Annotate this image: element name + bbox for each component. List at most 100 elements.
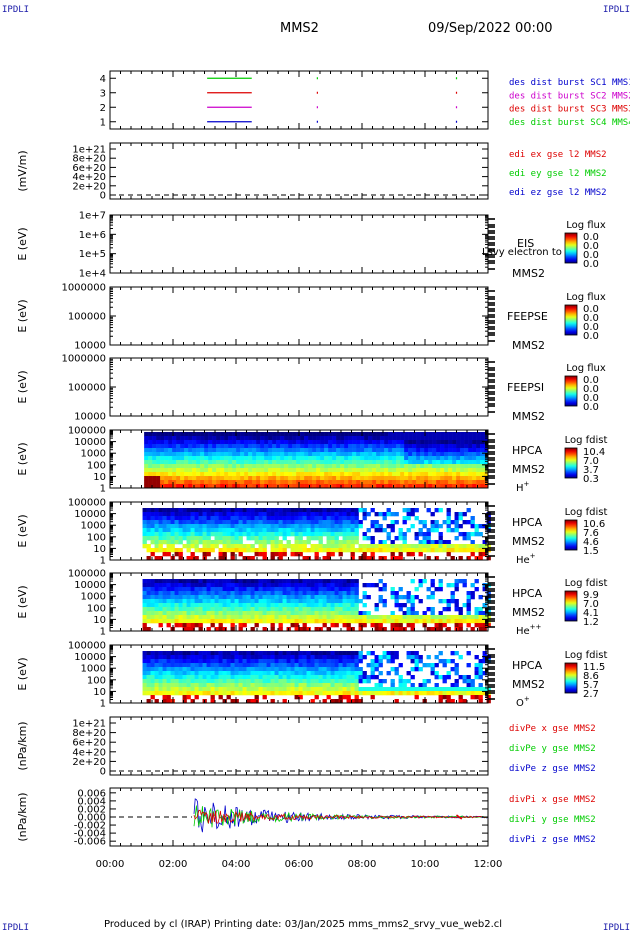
spectrogram-cell [218, 516, 223, 521]
spectrogram-cell [222, 524, 227, 529]
spectrogram-cell [166, 548, 171, 553]
y-tick-label: 1e+21 [72, 145, 106, 156]
spectrogram-cell [250, 516, 255, 521]
spectrogram-cell [394, 623, 399, 628]
spectrogram-cell [414, 655, 419, 660]
spectrogram-cell [158, 548, 163, 553]
spectrogram-cell [218, 603, 223, 608]
spectrogram-cell [412, 448, 417, 453]
spectrogram-cell [482, 687, 487, 692]
spectrogram-cell [330, 671, 335, 676]
spectrogram-cell [170, 512, 175, 517]
spectrogram-cell [430, 544, 435, 549]
spectrogram-cell [204, 436, 209, 441]
spectrogram-cell [472, 452, 477, 457]
spectrogram-cell [154, 524, 159, 529]
spectrogram-cell [448, 460, 453, 465]
spectrogram-cell [274, 659, 279, 664]
spectrogram-cell [162, 655, 167, 660]
panel-eis [109, 214, 578, 274]
spectrogram-cell [156, 436, 161, 441]
spectrogram-cell [296, 464, 301, 469]
spectrogram-cell [336, 432, 341, 437]
spectrogram-cell [370, 544, 375, 549]
legend-entry: edi ey gse l2 MMS2 [509, 169, 607, 179]
spectrogram-cell [242, 548, 247, 553]
spectrogram-cell [250, 508, 255, 513]
spectrogram-cell [298, 552, 303, 557]
spectrogram-cell [254, 516, 259, 521]
spectrogram-cell [222, 528, 227, 533]
spectrogram-cell [326, 599, 331, 604]
spectrogram-cell [348, 440, 353, 445]
spectrogram-cell [446, 659, 451, 664]
spectrogram-cell [428, 476, 433, 481]
spectrogram-cell [224, 436, 229, 441]
spectrogram-cell [146, 607, 151, 612]
spectrogram-cell [204, 464, 209, 469]
spectrogram-cell [194, 532, 199, 537]
spectrogram-cell [182, 583, 187, 588]
spectrogram-cell [160, 444, 165, 449]
spectrogram-cell [196, 484, 201, 489]
spectrogram-cell [372, 484, 377, 489]
spectrogram-cell [266, 659, 271, 664]
spectrogram-cell [252, 440, 257, 445]
spectrogram-cell [480, 476, 485, 481]
colorbar-tick-label: 1.2 [583, 617, 599, 628]
spectrogram-cell [244, 464, 249, 469]
spectrogram-cell [326, 627, 331, 632]
spectrogram-cell [394, 615, 399, 620]
spectrogram-cell [238, 611, 243, 616]
spectrogram-cell [294, 691, 299, 696]
spectrogram-cell [462, 699, 467, 704]
spectrogram-cell [436, 448, 441, 453]
spectrogram-cell [210, 619, 215, 624]
spectrogram-cell [458, 675, 463, 680]
spectrogram-cell [146, 512, 151, 517]
spectrogram-cell [314, 603, 319, 608]
spectrogram-cell [194, 651, 199, 656]
spectrogram-cell [212, 448, 217, 453]
spectrogram-cell [178, 675, 183, 680]
spectrogram-cell [350, 675, 355, 680]
spectrogram-cell [268, 464, 273, 469]
spectrogram-cell [228, 452, 233, 457]
spectrogram-cell [310, 599, 315, 604]
spectrogram-cell [250, 651, 255, 656]
spectrogram-cell [230, 544, 235, 549]
spectrogram-cell [146, 683, 151, 688]
spectrogram-cell [198, 524, 203, 529]
spectrogram-cell [434, 544, 439, 549]
panel-hpca_h [109, 429, 578, 489]
spectrogram-cell [298, 627, 303, 632]
spectrogram-cell [220, 476, 225, 481]
spectrogram-cell [380, 444, 385, 449]
spectrogram-cell [196, 436, 201, 441]
y-tick-label: 2e+20 [72, 757, 106, 768]
spectrogram-cell [238, 520, 243, 525]
spectrogram-cell [308, 444, 313, 449]
spectrogram-cell [392, 444, 397, 449]
spectrogram-cell [226, 591, 231, 596]
spectrogram-cell [380, 456, 385, 461]
spectrogram-cell [162, 508, 167, 513]
spectrogram-cell [350, 663, 355, 668]
spectrogram-cell [166, 683, 171, 688]
spectrogram-cell [198, 532, 203, 537]
spectrogram-cell [398, 603, 403, 608]
spectrogram-cell [436, 476, 441, 481]
spectrogram-cell [324, 472, 329, 477]
spectrogram-cell [270, 627, 275, 632]
spectrogram-cell [206, 671, 211, 676]
spectrogram-cell [456, 440, 461, 445]
spectrogram-cell [468, 464, 473, 469]
spectrogram-cell [210, 651, 215, 656]
spectrogram-cell [330, 623, 335, 628]
spectrogram-cell [174, 679, 179, 684]
spacecraft-label: MMS2 [512, 339, 545, 352]
spectrogram-cell [298, 548, 303, 553]
spectrogram-cell [306, 508, 311, 513]
spectrogram-cell [270, 552, 275, 557]
spectrogram-cell [362, 516, 367, 521]
